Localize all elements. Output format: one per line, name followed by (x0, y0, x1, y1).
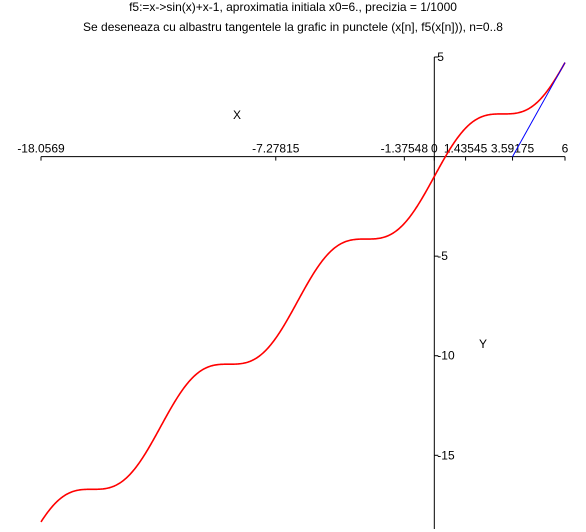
x-tick-label: -7.27815 (252, 142, 300, 156)
y-tick-label: -5 (437, 249, 448, 263)
x-axis-label: X (233, 108, 241, 122)
chart-title: f5:=x->sin(x)+x-1, aproximatia initiala … (129, 0, 457, 14)
x-tick-label: 1.43545 (444, 142, 488, 156)
y-tick-label: 5 (437, 50, 444, 64)
x-tick-label: 0 (431, 142, 438, 156)
y-tick-label: -15 (437, 448, 455, 462)
y-axis-label: Y (479, 337, 487, 351)
chart-subtitle: Se deseneaza cu albastru tangentele la g… (83, 20, 503, 34)
x-tick-label: 3.59175 (491, 142, 535, 156)
y-tick-label: -10 (437, 349, 455, 363)
x-tick-label: -1.37548 (381, 142, 429, 156)
tangent-line (512, 62, 566, 157)
function-curve (40, 62, 566, 523)
x-tick-label: -18.0569 (17, 142, 65, 156)
x-tick-label: 6 (562, 142, 569, 156)
